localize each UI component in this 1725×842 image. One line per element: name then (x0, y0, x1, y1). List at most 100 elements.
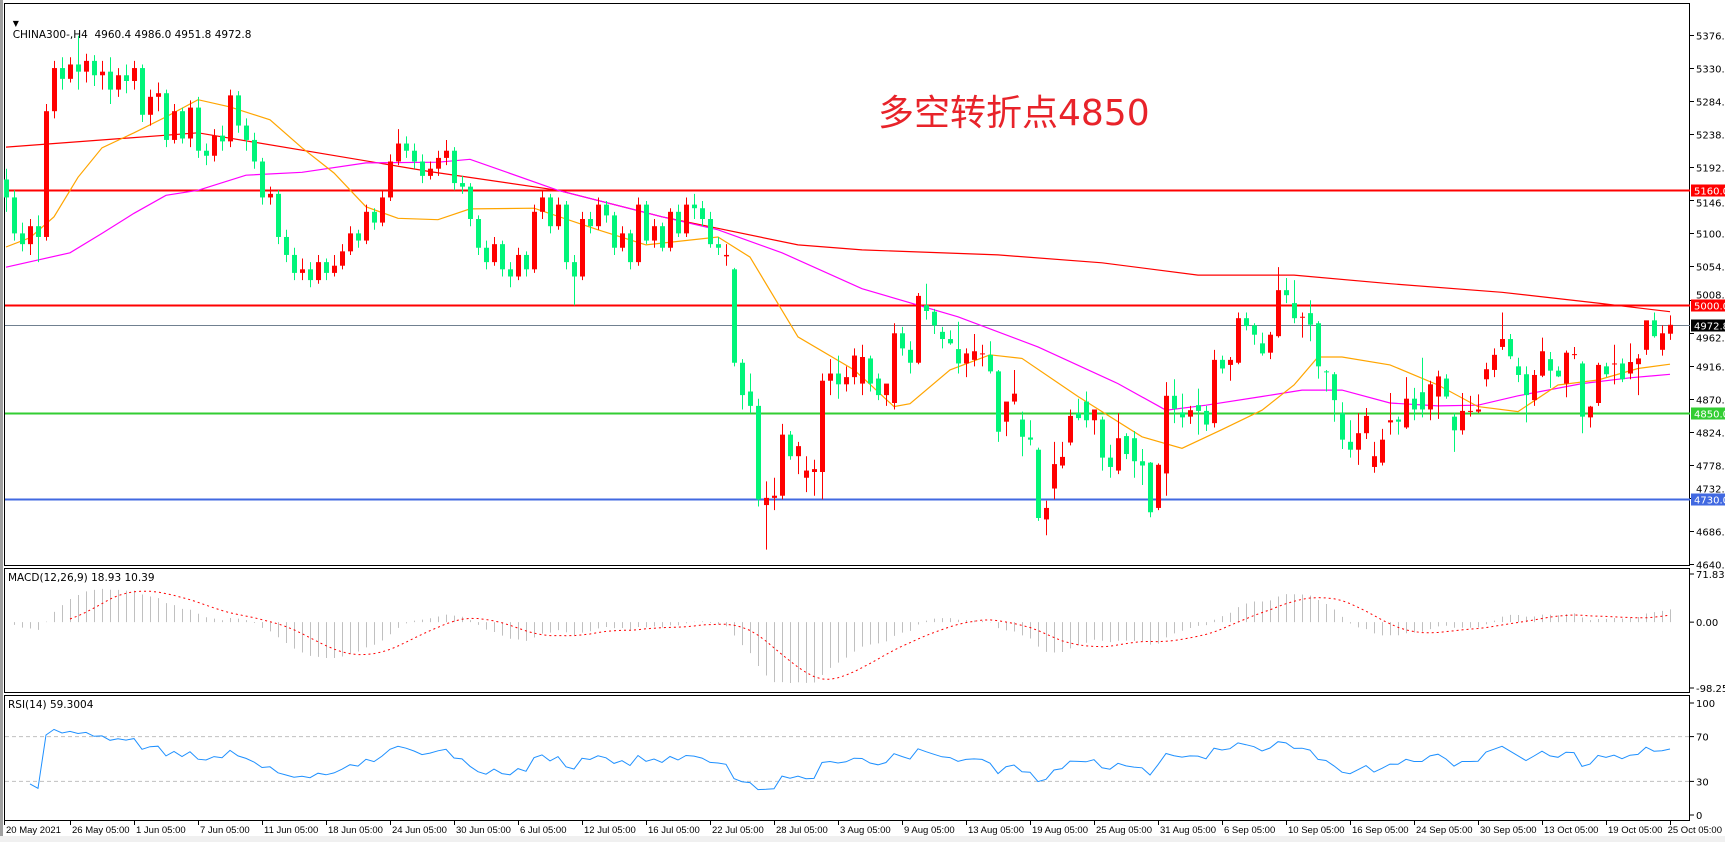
candle-body (1068, 415, 1073, 443)
level-label: 5160.0 (1694, 187, 1725, 198)
y-tick-label: 4962.0 (1696, 334, 1725, 345)
candle-body (732, 269, 737, 363)
candle-body (1396, 419, 1401, 422)
candle (500, 240, 505, 277)
y-tick-label: 4778.0 (1696, 462, 1725, 473)
candle (108, 57, 113, 104)
y-tick-label: 5008.0 (1696, 291, 1725, 302)
candle-body (116, 75, 121, 90)
rsi-panel-border (4, 695, 1690, 821)
candle (740, 359, 745, 410)
time-label: 6 Sep 05:00 (1224, 825, 1275, 836)
candle (692, 193, 697, 219)
candle (212, 129, 217, 162)
candle (852, 348, 857, 385)
candle-body (852, 355, 857, 378)
candle (1556, 366, 1561, 378)
candle (884, 383, 889, 406)
candle (1092, 409, 1097, 435)
candle (1516, 357, 1521, 383)
candle (716, 236, 721, 255)
candle-body (324, 262, 329, 273)
candle (308, 262, 313, 288)
candle-body (1548, 359, 1553, 371)
candle-body (1636, 358, 1641, 365)
y-tick-label: 4732.0 (1696, 485, 1725, 496)
triangle-down-icon[interactable]: ▼ (12, 19, 19, 28)
candle-body (1316, 323, 1321, 367)
candle (1564, 350, 1569, 398)
candle (228, 89, 233, 148)
macd-scale-label: 0.00 (1696, 618, 1718, 629)
candle (1052, 441, 1057, 500)
candle-body (1188, 410, 1193, 417)
candle (772, 477, 777, 511)
macd-panel-border (4, 568, 1690, 693)
candle-body (596, 204, 601, 227)
candle-body (92, 60, 97, 76)
candle-body (652, 226, 657, 241)
candle (1060, 441, 1065, 469)
candle-body (1180, 412, 1185, 418)
candle (52, 60, 57, 119)
candle-body (660, 226, 665, 248)
candle (828, 359, 833, 396)
rsi-scale-label: 70 (1696, 733, 1709, 744)
candle-body (132, 68, 137, 81)
macd-label: MACD(12,26,9) 18.93 10.39 (8, 572, 155, 584)
candle-body (516, 254, 521, 277)
candle (1460, 392, 1465, 435)
candle (652, 219, 657, 248)
candle-body (1212, 359, 1217, 424)
candle-body (1388, 420, 1393, 423)
candle-body (492, 244, 497, 263)
candle-body (772, 495, 777, 498)
candle (204, 143, 209, 166)
candle-body (692, 204, 697, 209)
candle (292, 247, 297, 281)
candle (1660, 325, 1665, 356)
candle (1484, 362, 1489, 387)
candle-body (276, 193, 281, 237)
candle-body (532, 211, 537, 270)
candle (404, 136, 409, 158)
time-label: 31 Aug 05:00 (1160, 825, 1216, 836)
candle-body (500, 244, 505, 270)
candle-body (1540, 351, 1545, 376)
time-label: 10 Sep 05:00 (1288, 825, 1345, 836)
candle-body (332, 265, 337, 273)
candle (940, 326, 945, 349)
candle-body (620, 233, 625, 248)
time-label: 1 Jun 05:00 (136, 825, 186, 836)
candle (220, 125, 225, 151)
candle-body (1268, 334, 1273, 353)
candle (1260, 332, 1265, 356)
candle (908, 341, 913, 374)
candle (1068, 409, 1073, 446)
candle-body (972, 351, 977, 360)
y-tick-label: 4686.0 (1696, 528, 1725, 539)
candle (436, 150, 441, 176)
symbol-header[interactable]: ▼ CHINA300-,H4 4960.4 4986.0 4951.8 4972… (6, 5, 252, 41)
candle (260, 157, 265, 205)
candle-body (740, 362, 745, 396)
candle-body (100, 71, 105, 76)
candle (620, 226, 625, 252)
level-label: 5000.0 (1694, 302, 1725, 313)
candle (1636, 354, 1641, 396)
level-label: 4850.0 (1694, 410, 1725, 421)
time-label: 26 May 05:00 (72, 825, 130, 836)
window-edge (0, 0, 3, 842)
candle (444, 139, 449, 166)
candle (244, 118, 249, 151)
candle-body (28, 226, 33, 245)
candle (1412, 387, 1417, 421)
candle (900, 326, 905, 356)
time-label: 30 Sep 05:00 (1480, 825, 1537, 836)
candle-body (1660, 333, 1665, 350)
candle-body (236, 95, 241, 126)
candle (484, 240, 489, 270)
candle (988, 341, 993, 374)
candle-body (1444, 378, 1449, 397)
